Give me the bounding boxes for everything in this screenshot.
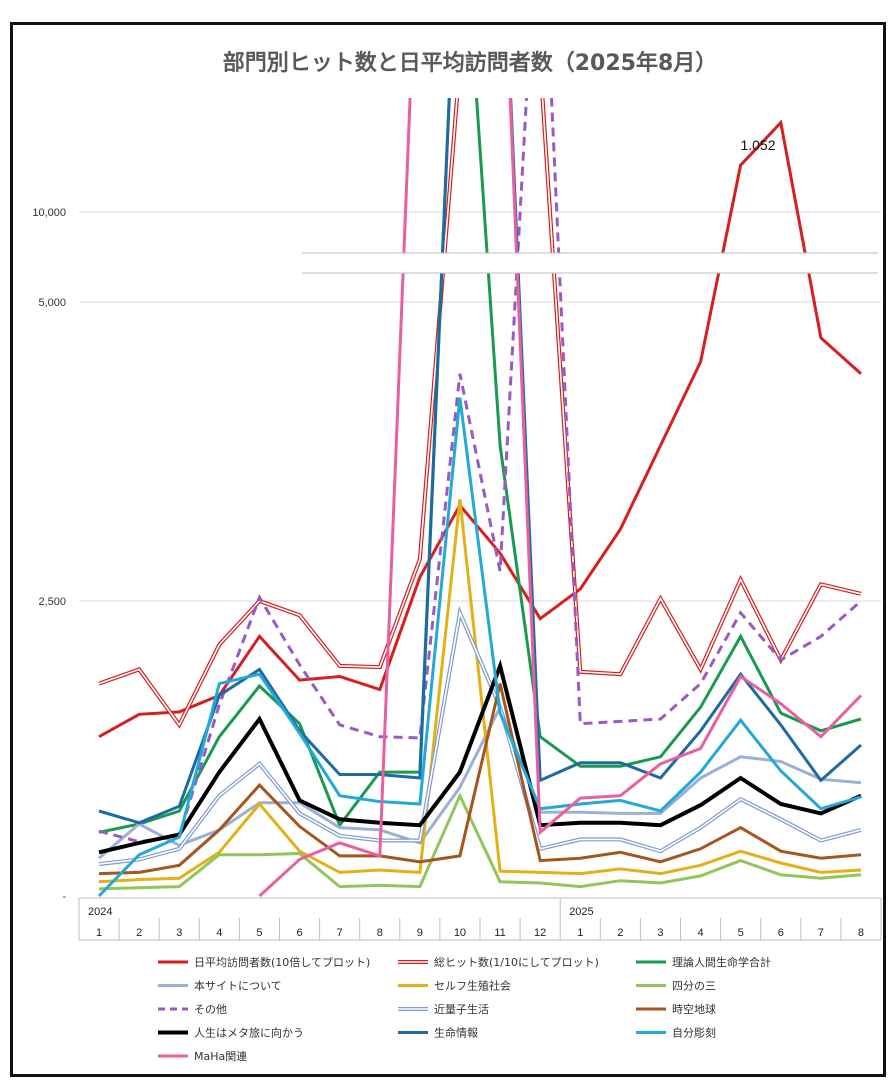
y-tick-label: -	[62, 891, 66, 903]
legend-label: 理論人間生命学合計	[672, 955, 771, 969]
legend-item: 総ヒット数(1/10にしてプロット)	[398, 955, 599, 969]
peak-annotation: 1.052	[740, 137, 775, 153]
series-line	[98, 792, 862, 891]
x-tick-label: 7	[818, 927, 824, 939]
legend-label: 時空地球	[672, 1002, 716, 1016]
chart-title: 部門別ヒット数と日平均訪問者数（2025年8月）	[223, 50, 718, 76]
legend-item: 日平均訪問者数(10倍してプロット)	[158, 955, 370, 969]
x-tick-label: 11	[494, 927, 505, 939]
legend-item: 人生はメタ旅に向かう	[158, 1026, 304, 1040]
x-tick-label: 8	[377, 927, 383, 939]
legend-label: 四分の三	[672, 980, 716, 993]
legend-item: 生命情報	[398, 1026, 478, 1040]
gridlines	[79, 211, 881, 602]
legend-label: 近量子生活	[434, 1002, 489, 1016]
x-tick-label: 6	[296, 927, 302, 939]
legend-item: 理論人間生命学合計	[636, 955, 771, 969]
legend-label: 自分彫刻	[672, 1026, 716, 1040]
legend-item: 本サイトについて	[158, 979, 282, 993]
series-line	[98, 659, 862, 855]
y-tick-label: 2,500	[38, 596, 66, 608]
legend-label: その他	[194, 1003, 227, 1016]
y-axis: 10,000 5,000 2,500 -	[32, 207, 66, 903]
x-tick-label: 10	[454, 927, 466, 939]
series-line	[98, 683, 862, 876]
series-line	[98, 499, 862, 884]
legend-item: 時空地球	[636, 1002, 716, 1016]
x-year-label: 2025	[569, 906, 593, 918]
legend-label: 生命情報	[434, 1026, 478, 1040]
legend-item: 四分の三	[636, 980, 716, 993]
legend-label: 日平均訪問者数(10倍してプロット)	[194, 955, 370, 969]
x-tick-label: 9	[417, 927, 423, 939]
x-tick-label: 1	[577, 927, 583, 939]
series-line	[98, 98, 862, 844]
legend-label: 総ヒット数(1/10にしてプロット)	[434, 955, 599, 969]
series-lines	[97, 98, 863, 898]
series-line	[98, 703, 862, 860]
legend-item: MaHa関連	[158, 1049, 247, 1063]
series-line-inner	[98, 610, 862, 865]
x-tick-label: 2	[617, 927, 623, 939]
x-tick-label: 8	[858, 927, 864, 939]
x-tick-label: 6	[778, 927, 784, 939]
y-tick-label: 10,000	[32, 207, 66, 219]
legend-label: MaHa関連	[194, 1049, 247, 1063]
x-tick-label: 3	[657, 927, 663, 939]
x-tick-label: 5	[256, 927, 262, 939]
legend-item: その他	[158, 1003, 227, 1016]
y-tick-label: 5,000	[38, 297, 66, 309]
series-line	[258, 98, 863, 898]
legend: 日平均訪問者数(10倍してプロット) 総ヒット数(1/10にしてプロット) 理論人間…	[158, 955, 771, 1063]
x-tick-label: 3	[176, 927, 182, 939]
x-tick-label: 12	[534, 927, 546, 939]
break-band	[302, 253, 878, 273]
legend-label: 人生はメタ旅に向かう	[194, 1026, 304, 1040]
series-line	[97, 397, 862, 898]
x-year-label: 2024	[88, 906, 112, 918]
legend-item: 自分彫刻	[636, 1026, 716, 1040]
x-tick-label: 1	[96, 927, 102, 939]
series-line	[98, 98, 862, 834]
series-line	[98, 98, 862, 825]
x-tick-label: 4	[216, 927, 222, 939]
series-line	[98, 98, 862, 729]
legend-item: 近量子生活	[398, 1002, 489, 1016]
x-tick-label: 2	[136, 927, 142, 939]
x-tick-label: 7	[337, 927, 343, 939]
x-tick-label: 4	[697, 927, 703, 939]
legend-label: 本サイトについて	[194, 979, 282, 993]
legend-label: セルフ生殖社会	[434, 979, 511, 993]
series-line	[98, 119, 863, 739]
x-tick-label: 5	[738, 927, 744, 939]
axis-break	[302, 252, 878, 274]
series-line-inner	[98, 98, 862, 727]
legend-item: セルフ生殖社会	[398, 979, 511, 993]
